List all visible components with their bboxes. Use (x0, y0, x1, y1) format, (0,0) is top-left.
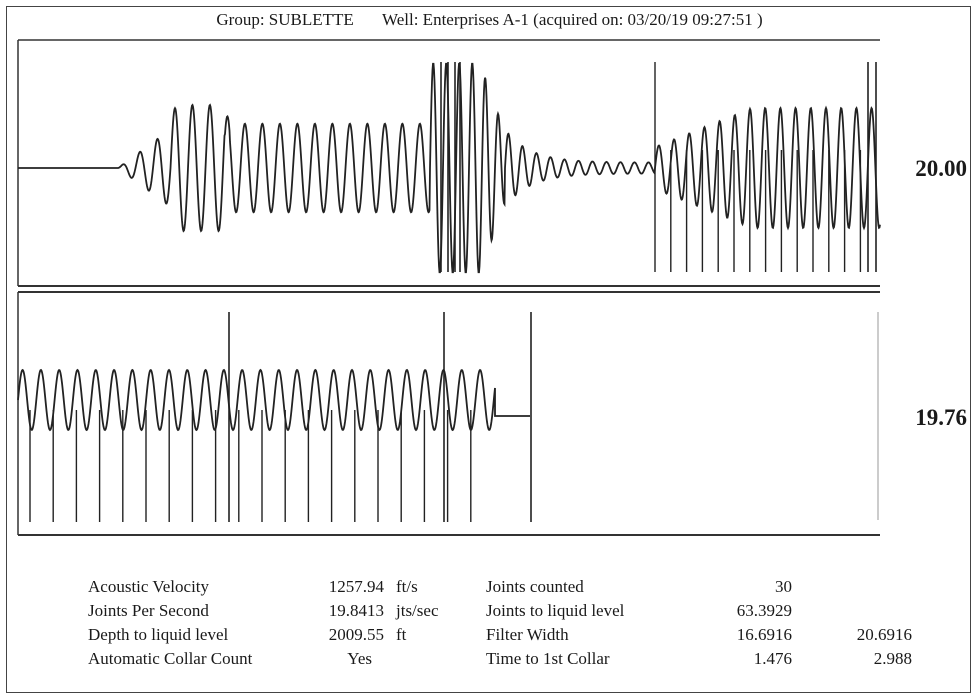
stat-label: Joints counted (486, 577, 584, 596)
stat-label: Joints to liquid level (486, 601, 625, 620)
stat-unit: ft/s (396, 577, 418, 596)
stat-label: Filter Width (486, 625, 569, 644)
stat-value-secondary: 20.6916 (856, 625, 912, 644)
stat-value-secondary: 2.988 (873, 649, 912, 668)
well-label: Well: Enterprises A-1 (acquired on: 03/2… (382, 10, 763, 29)
stat-value: 16.6916 (736, 625, 792, 644)
stat-unit: ft (396, 625, 407, 644)
group-label: Group: SUBLETTE (216, 10, 354, 29)
stat-value: 30 (775, 577, 792, 596)
stat-value: 63.3929 (736, 601, 792, 620)
stat-label: Depth to liquid level (88, 625, 229, 644)
upper-panel-value: 20.00 (915, 156, 967, 181)
lower-waveform-trace (17, 368, 530, 432)
lower-panel-value: 19.76 (915, 405, 967, 430)
stat-unit: jts/sec (396, 601, 439, 620)
chart-header: Group: SUBLETTE Well: Enterprises A-1 (a… (0, 10, 979, 30)
stat-value: 1.476 (753, 649, 792, 668)
lower-waveform-panel (17, 291, 880, 536)
window-frame (6, 6, 971, 693)
stat-label: Joints Per Second (88, 601, 209, 620)
stat-label: Automatic Collar Count (88, 649, 253, 668)
stat-label: Time to 1st Collar (486, 649, 610, 668)
stat-value: 2009.55 (328, 625, 384, 644)
upper-waveform-trace (18, 62, 881, 274)
stat-value: 1257.94 (328, 577, 384, 596)
stat-label: Acoustic Velocity (88, 577, 210, 596)
upper-waveform-panel (17, 39, 881, 287)
stat-value: Yes (347, 649, 372, 668)
stat-value: 19.8413 (328, 601, 384, 620)
